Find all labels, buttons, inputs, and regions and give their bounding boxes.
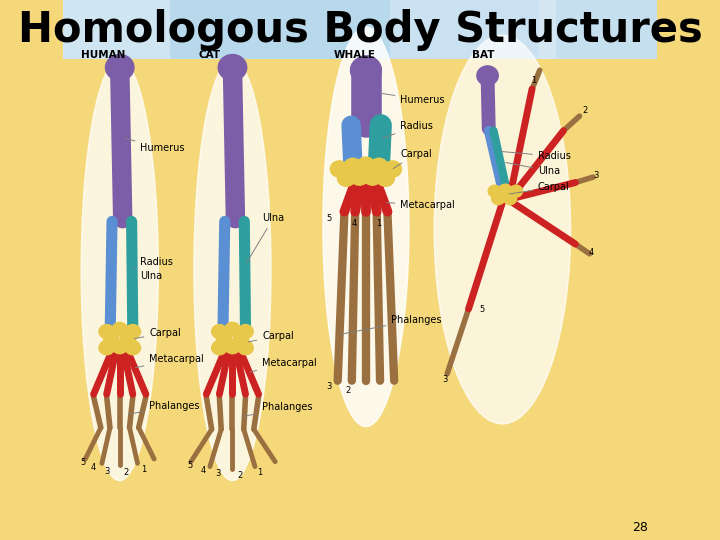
Text: 4: 4 [91, 463, 96, 472]
Circle shape [488, 185, 501, 197]
Circle shape [218, 55, 247, 80]
Circle shape [125, 341, 140, 355]
Circle shape [351, 169, 369, 185]
Circle shape [99, 341, 114, 355]
Text: 1: 1 [257, 468, 262, 477]
Circle shape [99, 325, 114, 339]
Circle shape [338, 170, 355, 186]
Circle shape [225, 322, 240, 336]
Circle shape [238, 325, 253, 339]
Circle shape [364, 169, 382, 185]
Circle shape [104, 333, 119, 347]
Circle shape [510, 185, 523, 197]
Text: Carpal: Carpal [135, 328, 181, 339]
Circle shape [384, 161, 402, 177]
Ellipse shape [434, 35, 571, 424]
Circle shape [330, 161, 348, 177]
Text: Phalanges: Phalanges [340, 315, 442, 334]
Text: Metacarpal: Metacarpal [250, 358, 317, 372]
Circle shape [499, 184, 512, 196]
Text: 3: 3 [442, 375, 448, 384]
Text: 2: 2 [237, 471, 242, 480]
Circle shape [503, 193, 517, 205]
Text: 5: 5 [479, 305, 485, 314]
Circle shape [377, 170, 395, 186]
Text: 2: 2 [582, 106, 588, 116]
Text: 3: 3 [326, 382, 332, 391]
FancyBboxPatch shape [63, 0, 170, 59]
Circle shape [238, 341, 253, 355]
Text: Humerus: Humerus [125, 138, 185, 153]
Circle shape [351, 56, 382, 84]
Text: Humerus: Humerus [381, 93, 445, 105]
Text: 5: 5 [187, 461, 192, 470]
Text: 2: 2 [346, 386, 351, 395]
FancyBboxPatch shape [63, 0, 657, 59]
Text: Phalanges: Phalanges [128, 401, 200, 414]
Text: Metacarpal: Metacarpal [387, 200, 455, 210]
Text: Radius: Radius [501, 151, 571, 161]
Circle shape [125, 325, 140, 339]
Circle shape [217, 333, 232, 347]
Ellipse shape [81, 59, 158, 481]
Text: 2: 2 [123, 468, 128, 477]
Text: Radius: Radius [134, 256, 174, 269]
Circle shape [120, 333, 136, 347]
Circle shape [477, 66, 498, 85]
Text: 3: 3 [215, 469, 221, 478]
Text: Carpal: Carpal [393, 148, 432, 168]
Text: 4: 4 [200, 466, 205, 475]
Text: Phalanges: Phalanges [244, 402, 312, 416]
Circle shape [112, 340, 127, 354]
Text: 28: 28 [632, 521, 648, 534]
Text: Carpal: Carpal [509, 182, 570, 194]
Ellipse shape [194, 59, 271, 481]
Text: 5: 5 [81, 458, 86, 468]
Text: Ulna: Ulna [135, 271, 163, 285]
Circle shape [106, 55, 134, 80]
Text: 4: 4 [589, 248, 594, 257]
Text: Carpal: Carpal [248, 331, 294, 342]
Text: WHALE: WHALE [333, 50, 375, 60]
Text: 1: 1 [141, 465, 146, 474]
Text: 3: 3 [104, 467, 109, 476]
Circle shape [233, 333, 248, 347]
Text: Metacarpal: Metacarpal [135, 354, 204, 368]
Circle shape [212, 325, 227, 339]
Circle shape [344, 158, 361, 174]
FancyBboxPatch shape [390, 0, 556, 59]
Circle shape [357, 157, 375, 173]
Circle shape [112, 322, 127, 336]
Text: 1: 1 [377, 219, 382, 228]
Circle shape [225, 340, 240, 354]
Text: Ulna: Ulna [505, 163, 560, 176]
FancyBboxPatch shape [63, 59, 657, 540]
Text: 1: 1 [531, 76, 536, 85]
Circle shape [370, 158, 388, 174]
Circle shape [212, 341, 227, 355]
Text: Radius: Radius [383, 120, 433, 138]
Text: CAT: CAT [199, 50, 221, 60]
Text: 4: 4 [351, 219, 356, 228]
Text: 5: 5 [327, 214, 332, 224]
Text: BAT: BAT [472, 50, 494, 60]
Text: 3: 3 [593, 171, 598, 180]
Text: HUMAN: HUMAN [81, 50, 125, 60]
Circle shape [492, 193, 505, 205]
Text: Ulna: Ulna [247, 213, 284, 262]
Text: Homologous Body Structures: Homologous Body Structures [17, 9, 703, 51]
FancyBboxPatch shape [538, 0, 657, 59]
Ellipse shape [323, 27, 409, 427]
